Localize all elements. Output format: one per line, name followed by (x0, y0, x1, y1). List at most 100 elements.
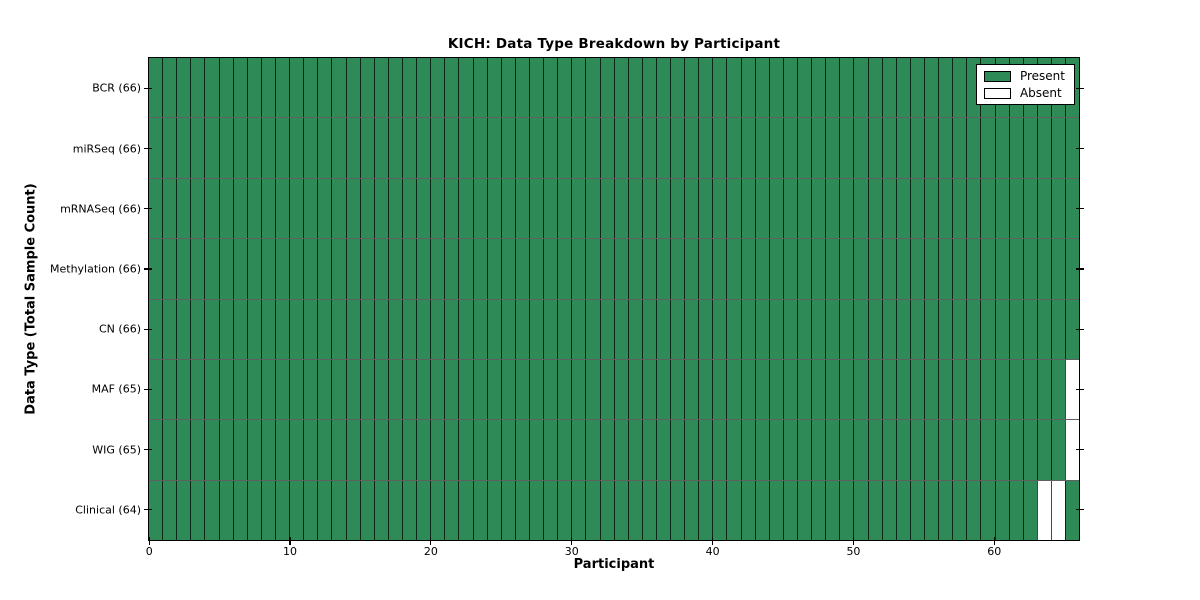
heatmap-cell (387, 239, 402, 299)
heatmap-cell (768, 359, 783, 420)
y-tick-label: miRSeq (66) (72, 142, 141, 155)
heatmap-cell (218, 239, 233, 299)
heatmap-cell (204, 359, 219, 420)
heatmap-cell (162, 58, 177, 118)
heatmap-cell (670, 359, 685, 420)
heatmap-cell (853, 178, 868, 239)
y-tick-mark-right (1076, 148, 1084, 150)
heatmap-cell (1065, 420, 1080, 480)
heatmap-cell (1036, 299, 1051, 359)
heatmap-cell (1065, 480, 1080, 540)
heatmap-cell (754, 239, 769, 299)
heatmap-cell (514, 118, 529, 178)
heatmap-cell (825, 359, 840, 420)
heatmap-cell (1036, 239, 1051, 299)
y-tick-mark-right (1076, 449, 1084, 451)
heatmap-cell (274, 299, 290, 359)
heatmap-cell (895, 299, 910, 359)
heatmap-cell (430, 239, 445, 299)
y-tick-label: WIG (65) (92, 443, 141, 456)
heatmap-cell (1036, 178, 1051, 239)
heatmap-cell (881, 239, 896, 299)
heatmap-cell (641, 239, 656, 299)
heatmap-cell (754, 58, 769, 118)
heatmap-cell (613, 118, 628, 178)
heatmap-cell (571, 480, 586, 540)
heatmap-cell (627, 58, 642, 118)
heatmap-cell (627, 299, 642, 359)
heatmap-cell (373, 239, 388, 299)
heatmap-cell (486, 480, 501, 540)
y-tick-mark-left (144, 388, 152, 390)
heatmap-cell (684, 118, 699, 178)
heatmap-cell (571, 58, 586, 118)
heatmap-cell (881, 58, 896, 118)
y-tick-mark-left (144, 87, 152, 89)
heatmap-cell (331, 359, 346, 420)
heatmap-cell (1051, 118, 1066, 178)
heatmap-cell (797, 58, 812, 118)
heatmap-cell (641, 58, 656, 118)
heatmap-cell (924, 178, 939, 239)
heatmap-cell (909, 299, 925, 359)
heatmap-cell (472, 480, 487, 540)
heatmap-cell (246, 239, 261, 299)
heatmap-cell (359, 58, 374, 118)
heatmap-cell (740, 239, 755, 299)
heatmap-cell (980, 118, 995, 178)
heatmap-cell (613, 58, 628, 118)
heatmap-cell (698, 359, 713, 420)
heatmap-cell (1051, 420, 1066, 480)
heatmap-cell (627, 420, 642, 480)
heatmap-cell (599, 118, 614, 178)
heatmap-cell (839, 299, 854, 359)
heatmap-cell (895, 480, 910, 540)
x-tick-mark (711, 537, 714, 545)
heatmap-cell (444, 359, 459, 420)
heatmap-cell (444, 420, 459, 480)
heatmap-cell (500, 420, 515, 480)
y-tick-label: Clinical (64) (75, 503, 141, 517)
heatmap-cell (670, 480, 685, 540)
heatmap-cell (458, 420, 473, 480)
heatmap-cell (571, 420, 586, 480)
heatmap-cell (698, 178, 713, 239)
heatmap-cell (768, 420, 783, 480)
heatmap-cell (839, 359, 854, 420)
heatmap-cell (458, 58, 473, 118)
heatmap-cell (994, 359, 1009, 420)
heatmap-cell (218, 480, 233, 540)
heatmap-cell (895, 118, 910, 178)
chart-title: KICH: Data Type Breakdown by Participant (447, 36, 781, 52)
heatmap-cell (149, 420, 163, 480)
heatmap-cell (190, 118, 205, 178)
heatmap-cell (528, 299, 544, 359)
heatmap-cell (289, 420, 304, 480)
x-tick-mark (852, 537, 855, 545)
heatmap-cell (839, 178, 854, 239)
heatmap-cell (853, 480, 868, 540)
heatmap-cell (1036, 118, 1051, 178)
heatmap-cell (401, 118, 417, 178)
heatmap-cell (740, 58, 755, 118)
heatmap-cell (528, 118, 544, 178)
heatmap-cell (204, 420, 219, 480)
heatmap-cell (528, 480, 544, 540)
heatmap-cell (218, 420, 233, 480)
heatmap-cell (782, 58, 798, 118)
heatmap-cell (260, 480, 275, 540)
heatmap-cell (543, 359, 558, 420)
heatmap-cell (839, 58, 854, 118)
heatmap-cell (909, 239, 925, 299)
heatmap-cell (655, 299, 671, 359)
heatmap-cell (373, 299, 388, 359)
heatmap-cell (698, 58, 713, 118)
x-tick-mark (993, 537, 995, 545)
heatmap-cell (938, 480, 953, 540)
heatmap-cell (726, 178, 741, 239)
heatmap-cell (162, 299, 177, 359)
heatmap-cell (599, 420, 614, 480)
heatmap-cell (218, 58, 233, 118)
heatmap-cell (289, 480, 304, 540)
heatmap-cell (768, 58, 783, 118)
